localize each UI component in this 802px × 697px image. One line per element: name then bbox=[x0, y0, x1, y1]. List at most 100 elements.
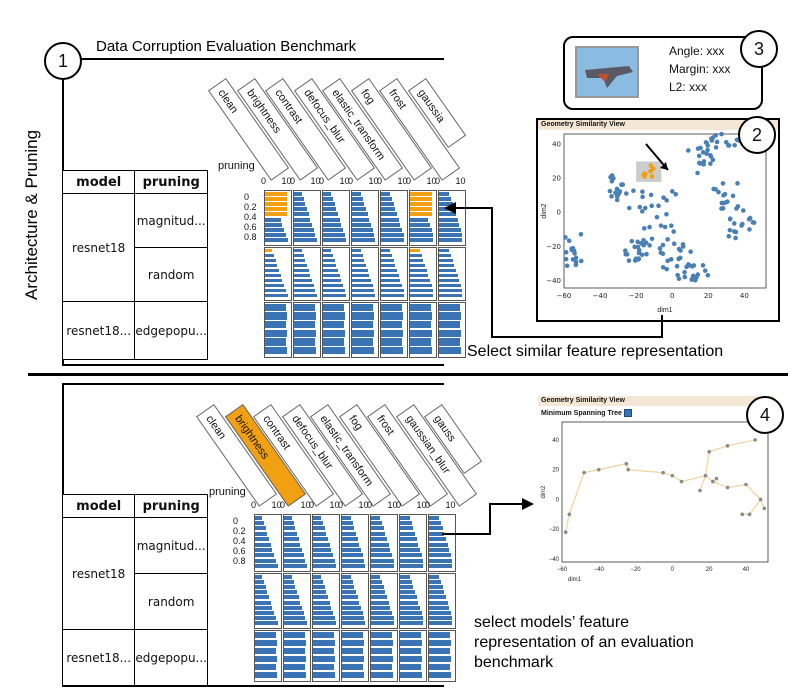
histogram-bar bbox=[265, 227, 285, 232]
scatter-point bbox=[676, 246, 682, 252]
scatter-point bbox=[660, 265, 666, 270]
scatter-point bbox=[732, 142, 737, 148]
x-tick-label: 40 bbox=[743, 567, 750, 573]
section-divider bbox=[28, 373, 788, 376]
histogram-bar bbox=[439, 227, 462, 232]
scatter-point bbox=[726, 143, 732, 148]
histogram-bar bbox=[429, 547, 450, 553]
histogram-bar bbox=[371, 531, 386, 536]
histogram-bar bbox=[429, 671, 451, 679]
histogram-bar bbox=[255, 526, 266, 531]
histogram-bar bbox=[439, 238, 462, 243]
histogram-bar bbox=[352, 283, 373, 288]
histogram-bar bbox=[410, 191, 432, 196]
histogram-bar bbox=[429, 600, 448, 605]
histogram-bar bbox=[381, 217, 399, 222]
histogram-bar bbox=[294, 196, 304, 201]
model-pruning-table-top: model pruning resnet18 magnitud... rando… bbox=[61, 170, 208, 360]
scatter-point bbox=[637, 204, 643, 210]
scatter-point bbox=[722, 191, 728, 197]
scatter-point bbox=[636, 257, 641, 262]
histogram-bar bbox=[294, 253, 304, 258]
mst-edge bbox=[568, 472, 585, 515]
y-tick: 0.6 bbox=[233, 546, 246, 556]
histogram-bar bbox=[410, 346, 432, 355]
histogram-bar bbox=[313, 639, 335, 647]
histogram-cell bbox=[380, 190, 408, 246]
histogram-bar bbox=[371, 584, 384, 589]
histogram-bar bbox=[400, 621, 423, 626]
histogram-bar bbox=[284, 542, 301, 547]
histogram-bar bbox=[255, 655, 277, 663]
histogram-bar bbox=[371, 542, 389, 547]
mst-node bbox=[567, 512, 572, 517]
histogram-bar bbox=[410, 268, 427, 273]
scatter-point bbox=[708, 153, 713, 158]
histogram-bar bbox=[255, 595, 270, 600]
mst-edge bbox=[628, 468, 664, 474]
histogram-bar bbox=[313, 616, 335, 621]
histogram-bar bbox=[429, 616, 452, 621]
histogram-bar bbox=[313, 647, 334, 655]
mst-node bbox=[762, 506, 767, 511]
scatter-point bbox=[725, 199, 730, 204]
col-header-pruning[interactable]: pruning bbox=[134, 170, 208, 194]
histogram-bar bbox=[323, 346, 345, 355]
histogram-bar bbox=[323, 212, 339, 217]
histogram-bar bbox=[294, 238, 317, 243]
x-tick-0: 0 bbox=[309, 500, 315, 510]
histogram-bar bbox=[352, 238, 375, 243]
geometry-similarity-view-bottom: Geometry Similarity View Minimum Spannin… bbox=[538, 396, 774, 583]
scatter-point bbox=[564, 263, 570, 269]
histogram-bar bbox=[410, 278, 430, 283]
histogram-bar bbox=[323, 338, 344, 346]
histogram-bar bbox=[429, 553, 452, 558]
histogram-bar bbox=[410, 201, 432, 206]
histogram-bar bbox=[371, 631, 392, 639]
x-axis-label: dim1 bbox=[657, 307, 672, 314]
scatter-point bbox=[665, 237, 670, 242]
mst-node bbox=[624, 461, 629, 466]
histogram-bar bbox=[323, 263, 337, 268]
mst-node bbox=[725, 444, 730, 448]
col-header-model[interactable]: model bbox=[61, 170, 136, 194]
histogram-bar bbox=[410, 227, 432, 232]
scatter-point bbox=[682, 269, 687, 275]
histogram-bar bbox=[371, 590, 386, 595]
x-tick-10: 10 bbox=[368, 176, 379, 186]
x-tick-10: 10 bbox=[310, 176, 321, 186]
histogram-bar bbox=[410, 253, 422, 258]
histogram-bar bbox=[352, 233, 375, 238]
histogram-bar bbox=[429, 574, 440, 579]
histogram-bar bbox=[294, 212, 309, 217]
x-tick-0: 0 bbox=[280, 500, 286, 510]
histogram-bar bbox=[429, 564, 452, 569]
x-tick-label: 40 bbox=[740, 292, 749, 300]
scatter-point bbox=[747, 227, 752, 232]
scatter-point bbox=[696, 153, 702, 159]
histogram-bar bbox=[255, 564, 278, 569]
histogram-bar bbox=[371, 600, 389, 605]
mst-node bbox=[753, 438, 757, 442]
histogram-bar bbox=[313, 631, 334, 639]
scatter-point bbox=[701, 162, 706, 167]
mst-node bbox=[596, 467, 601, 472]
histogram-bar bbox=[352, 278, 371, 283]
histogram-cell bbox=[312, 573, 340, 629]
x-tick-0: 0 bbox=[425, 500, 431, 510]
histogram-bar bbox=[294, 312, 316, 320]
histogram-bar bbox=[255, 600, 271, 605]
histogram-bar bbox=[410, 263, 425, 268]
scatter-point bbox=[720, 181, 726, 186]
col-header-model-b[interactable]: model bbox=[61, 494, 136, 518]
mst-checkbox[interactable] bbox=[623, 409, 632, 417]
y-tick-label: 20 bbox=[552, 174, 561, 182]
scatter-point bbox=[698, 145, 703, 151]
histogram-bar bbox=[439, 312, 461, 320]
scatter-point bbox=[573, 259, 579, 265]
histogram-bar bbox=[429, 647, 450, 655]
caption-bottom-1: select models’ feature bbox=[474, 614, 630, 631]
col-header-pruning-b[interactable]: pruning bbox=[134, 494, 208, 518]
histogram-bar bbox=[255, 610, 275, 615]
scatter-point bbox=[686, 262, 691, 267]
